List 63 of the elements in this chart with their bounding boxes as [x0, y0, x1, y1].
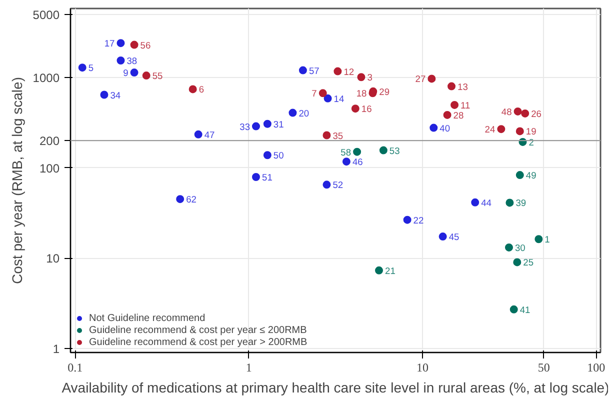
annotation: 21	[385, 266, 396, 276]
x-tick-label: 1	[246, 360, 252, 374]
annotation: 55	[152, 71, 163, 82]
y-tick-label: 1	[52, 342, 60, 356]
annotation: 50	[273, 150, 284, 161]
annotation: 38	[126, 56, 138, 66]
annotation: 17	[104, 38, 115, 49]
annotation: 41	[520, 304, 530, 315]
annotation: 53	[389, 146, 400, 156]
annotation: 14	[334, 94, 344, 104]
annotation: 12	[344, 66, 354, 77]
annotation: 34	[110, 90, 121, 100]
annotation: 6	[198, 84, 204, 95]
annotation: 46	[352, 157, 363, 168]
y-tick-label: 200	[39, 134, 60, 148]
annotation: 26	[531, 108, 542, 119]
annotation: 47	[204, 130, 215, 140]
annotation: 1	[544, 234, 550, 245]
annotation: 40	[440, 123, 450, 134]
annotation: 25	[523, 258, 534, 268]
x-tick-label: 0.1	[68, 360, 83, 374]
y-tick-label: 10	[46, 252, 60, 266]
annotation: 58	[340, 147, 352, 158]
annotation: 7	[312, 88, 317, 99]
y-tick-label: 1000	[32, 70, 60, 85]
x-tick-label: 10	[416, 360, 428, 374]
annotation: 45	[448, 232, 460, 242]
annotation: 56	[140, 40, 151, 50]
x-tick-label: 100	[587, 360, 606, 374]
annotation: 51	[262, 172, 272, 182]
annotation: 11	[460, 100, 470, 110]
annotation: 39	[516, 198, 526, 208]
annotation: 35	[332, 130, 344, 141]
annotation: 57	[308, 66, 320, 76]
x-tick-label: 50	[538, 360, 550, 374]
annotation: 18	[356, 88, 367, 99]
annotation: 52	[332, 180, 344, 190]
annotation: 31	[273, 119, 284, 130]
y-tick-label: 100	[39, 161, 60, 176]
y-axis-title: Cost per year (RMB, at log scale)	[8, 77, 25, 284]
annotation: 16	[361, 104, 372, 114]
annotation: 20	[298, 108, 310, 118]
annotation: 3	[367, 72, 372, 83]
x-axis-title: Availability of medications at primary health care site level in rural areas (%, at log scale)	[62, 380, 610, 396]
annotation: 24	[484, 124, 496, 135]
annotation: 5	[88, 63, 94, 74]
annotation: 30	[514, 242, 526, 253]
legend-label: Guideline recommend & cost per year ≤ 200RMB	[89, 324, 307, 336]
annotation: 28	[453, 110, 464, 120]
annotation: 19	[526, 126, 536, 137]
annotation: 44	[481, 198, 492, 208]
annotation: 48	[501, 106, 512, 117]
legend-label: Guideline recommend & cost per year > 200RMB	[89, 336, 308, 348]
y-tick-label: 5000	[32, 8, 60, 22]
annotation: 49	[526, 170, 536, 181]
annotation: 22	[413, 215, 424, 226]
annotation: 9	[123, 68, 128, 78]
annotation: 29	[379, 86, 390, 97]
annotation: 27	[415, 74, 426, 84]
annotation: 13	[458, 82, 468, 92]
legend-label: Not Guideline recommend	[89, 312, 206, 324]
annotation: 33	[240, 122, 250, 132]
annotation: 62	[186, 194, 196, 205]
